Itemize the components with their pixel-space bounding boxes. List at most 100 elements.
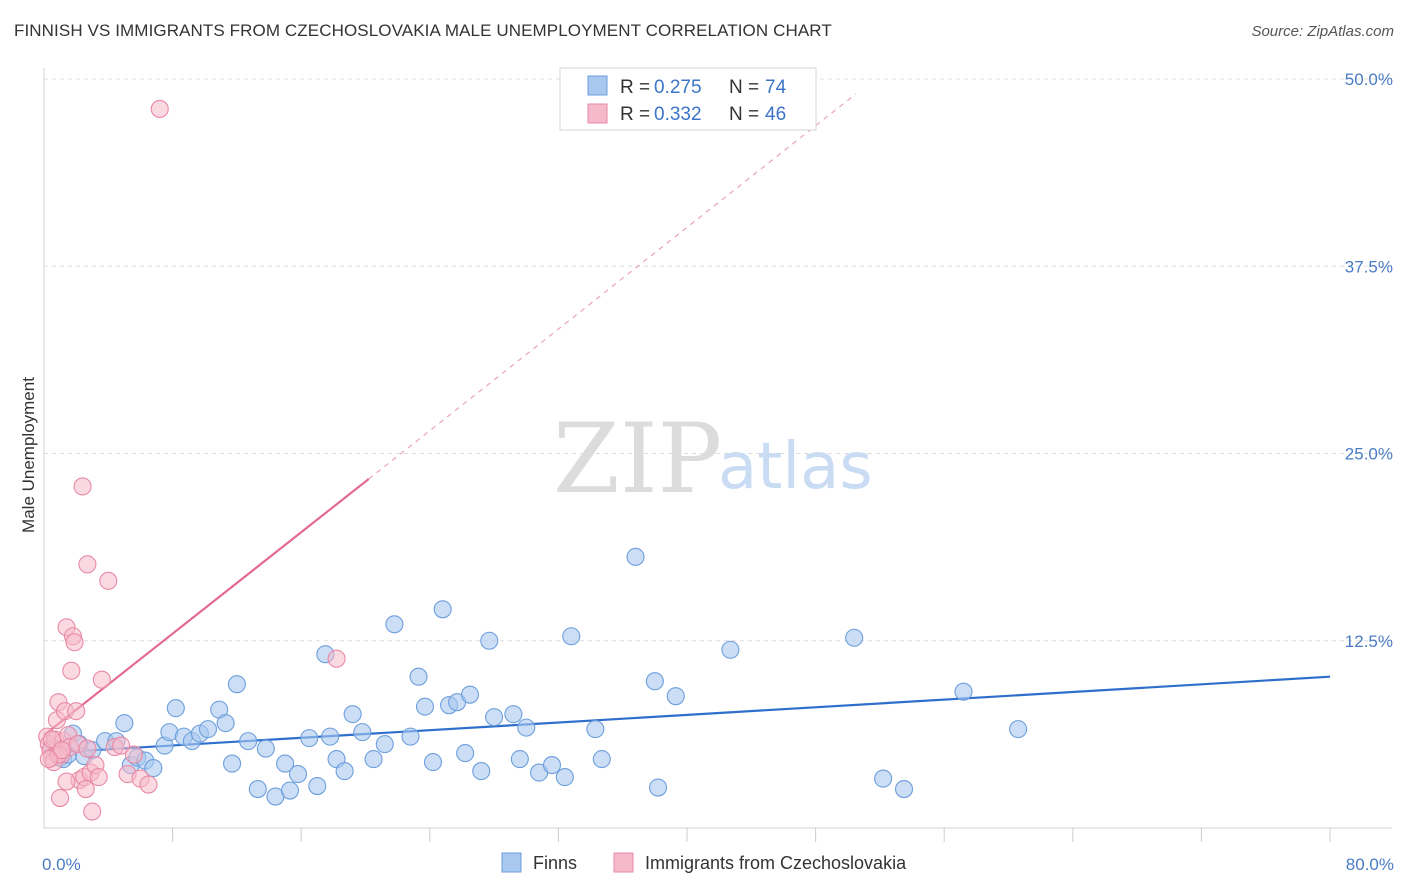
x-tick-labels: 0.0% 80.0% [42,855,1394,874]
czech-point-28 [89,768,108,787]
czech-point-38 [327,649,346,668]
bottom-legend-label-czech: Immigrants from Czechoslovakia [645,853,907,873]
czech-point-44 [57,772,76,791]
finns-point-67 [645,672,664,691]
czech-trend-line [43,478,370,736]
finns-point-37 [321,727,340,746]
finns-point-25 [223,754,242,773]
legend-n-value-1: 74 [765,77,787,98]
finns-point-34 [300,729,319,748]
finns-point-74 [954,682,973,701]
legend-r-label-2: R = [620,104,650,125]
finns-point-22 [198,720,218,739]
finns-point-70 [721,640,740,659]
czech-point-15 [62,661,81,680]
watermark-atlas: atlas [718,430,873,504]
czech-point-18 [67,702,86,721]
finns-point-11 [115,714,134,733]
finns-point-52 [456,744,475,763]
finns-point-32 [280,781,299,800]
finns-point-68 [649,778,668,797]
legend-n-label-1: N = [729,77,759,98]
finns-point-55 [480,631,499,650]
czech-point-43 [51,788,70,808]
finns-points [42,547,1028,806]
watermark-zip: ZIP [553,403,722,515]
y-tick-label-0: 12.5% [1345,632,1393,651]
finns-point-49 [433,600,452,619]
y-tick-labels: 12.5% 25.0% 37.5% 50.0% [1345,70,1393,651]
y-tick-label-3: 50.0% [1345,70,1393,89]
czech-point-32 [112,736,131,755]
finns-point-41 [353,723,372,742]
finns-point-69 [666,687,685,706]
czech-point-23 [76,780,95,799]
finns-point-48 [423,753,443,772]
y-axis-label: Male Unemployment [19,377,38,533]
x-ticks [172,828,1331,842]
gridlines [44,78,1392,642]
y-tick-label-1: 25.0% [1345,445,1393,464]
finns-point-64 [586,720,605,739]
legend-r-value-1: 0.275 [654,77,702,98]
finns-point-62 [555,768,574,787]
czech-point-42 [78,555,97,574]
czech-point-24 [78,739,97,758]
czech-trend-extension [368,93,857,480]
finns-trend-line [43,675,1331,755]
finns-point-72 [874,769,893,788]
finns-point-42 [364,750,383,769]
czech-points [38,99,346,821]
x-tick-label-1: 80.0% [1346,855,1394,874]
finns-point-58 [510,750,529,769]
czech-point-29 [92,670,111,689]
y-tick-label-2: 37.5% [1345,257,1393,276]
finns-point-59 [517,718,536,737]
czech-point-41 [52,741,71,760]
finns-point-71 [845,628,864,647]
correlation-legend: R = 0.275 N = 74 R = 0.332 N = 46 [559,67,817,131]
czech-point-37 [150,99,169,119]
legend-r-label-1: R = [620,77,650,98]
finns-point-66 [626,547,645,566]
finns-point-40 [343,705,362,724]
legend-r-value-2: 0.332 [654,104,702,125]
finns-point-15 [144,759,163,778]
czech-point-45 [39,750,58,769]
finns-point-65 [592,750,611,769]
legend-n-value-2: 46 [765,104,786,125]
czech-point-34 [124,745,144,764]
finns-point-39 [335,762,354,781]
finns-point-53 [460,685,480,704]
finns-point-45 [401,727,420,746]
finns-point-54 [472,762,491,781]
finns-point-24 [216,714,235,733]
czech-point-30 [99,571,118,590]
trend-lines [43,93,1331,755]
finns-point-26 [227,675,246,694]
finns-point-47 [415,697,435,716]
bottom-legend-label-finns: Finns [533,853,577,873]
finns-point-44 [385,615,404,634]
finns-point-28 [248,780,267,799]
czech-point-21 [73,477,92,496]
legend-swatch-finns [587,75,608,96]
legend-swatch-czech [587,103,608,124]
finns-point-46 [409,667,428,686]
source-label: Source: ZipAtlas.com [1251,23,1394,40]
finns-point-43 [375,735,394,754]
series-legend: Finns Immigrants from Czechoslovakia [501,852,907,873]
finns-point-27 [239,732,258,751]
finns-point-73 [894,780,914,799]
finns-point-31 [276,754,295,773]
finns-point-35 [308,777,327,796]
bottom-legend-swatch-finns [501,852,522,873]
bottom-legend-swatch-czech [613,852,634,873]
finns-point-63 [562,627,581,646]
finns-point-75 [1009,720,1028,739]
finns-point-18 [166,699,185,718]
finns-point-57 [504,705,523,724]
czech-point-17 [65,633,84,652]
legend-n-label-2: N = [729,104,759,125]
